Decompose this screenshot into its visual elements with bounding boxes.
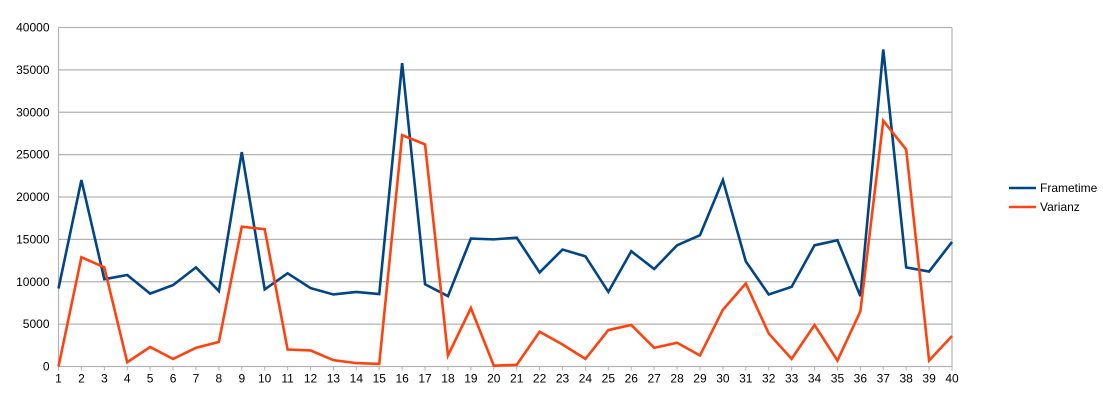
x-tick-label: 37 xyxy=(877,372,891,386)
x-tick-label: 28 xyxy=(670,372,684,386)
x-tick-label: 17 xyxy=(418,372,432,386)
x-tick-label: 8 xyxy=(216,372,223,386)
x-tick-label: 36 xyxy=(854,372,868,386)
x-tick-label: 24 xyxy=(579,372,593,386)
x-tick-label: 22 xyxy=(533,372,547,386)
x-tick-label: 33 xyxy=(785,372,799,386)
legend: Frametime Varianz xyxy=(1009,181,1098,214)
y-tick-label: 0 xyxy=(43,360,50,374)
y-tick-label: 20000 xyxy=(16,190,50,204)
x-tick-label: 38 xyxy=(899,372,913,386)
x-tick-label: 12 xyxy=(304,372,318,386)
x-tick-label: 7 xyxy=(193,372,200,386)
x-tick-label: 6 xyxy=(170,372,177,386)
x-tick-label: 18 xyxy=(441,372,455,386)
y-tick-label: 25000 xyxy=(16,148,50,162)
gridlines xyxy=(59,28,953,367)
y-tick-label: 35000 xyxy=(16,63,50,77)
x-tick-label: 31 xyxy=(739,372,753,386)
x-tick-label: 27 xyxy=(647,372,661,386)
x-tick-label: 21 xyxy=(510,372,524,386)
legend-label: Varianz xyxy=(1040,200,1080,214)
x-tick-label: 11 xyxy=(281,372,294,386)
y-axis-ticks: 0 5000 10000 15000 20000 25000 30000 35000 40000 xyxy=(16,21,50,374)
x-tick-label: 26 xyxy=(625,372,639,386)
x-tick-label: 29 xyxy=(693,372,707,386)
x-tick-label: 3 xyxy=(101,372,108,386)
series-line-frametime xyxy=(59,50,953,297)
x-tick-label: 14 xyxy=(350,372,364,386)
series-lines xyxy=(58,49,952,366)
y-tick-label: 10000 xyxy=(16,275,50,289)
x-tick-label: 40 xyxy=(945,372,959,386)
x-tick-label: 16 xyxy=(395,372,409,386)
x-tick-label: 10 xyxy=(258,372,272,386)
x-tick-label: 13 xyxy=(327,372,341,386)
x-tick-label: 34 xyxy=(808,372,822,386)
x-tick-label: 5 xyxy=(147,372,154,386)
y-tick-label: 5000 xyxy=(23,317,50,331)
x-tick-label: 25 xyxy=(602,372,616,386)
x-tick-label: 39 xyxy=(922,372,936,386)
x-tick-label: 15 xyxy=(373,372,387,386)
x-tick-label: 4 xyxy=(124,372,131,386)
x-tick-label: 23 xyxy=(556,372,570,386)
x-tick-label: 9 xyxy=(238,372,245,386)
x-tick-label: 35 xyxy=(831,372,845,386)
y-tick-label: 15000 xyxy=(16,232,50,246)
y-tick-label: 40000 xyxy=(16,21,50,35)
x-tick-label: 20 xyxy=(487,372,501,386)
x-tick-label: 19 xyxy=(464,372,478,386)
x-tick-label: 30 xyxy=(716,372,730,386)
x-tick-label: 2 xyxy=(78,372,85,386)
legend-label: Frametime xyxy=(1040,181,1098,195)
x-tick-label: 32 xyxy=(762,372,776,386)
y-tick-label: 30000 xyxy=(16,105,50,119)
x-tick-label: 1 xyxy=(55,372,62,386)
